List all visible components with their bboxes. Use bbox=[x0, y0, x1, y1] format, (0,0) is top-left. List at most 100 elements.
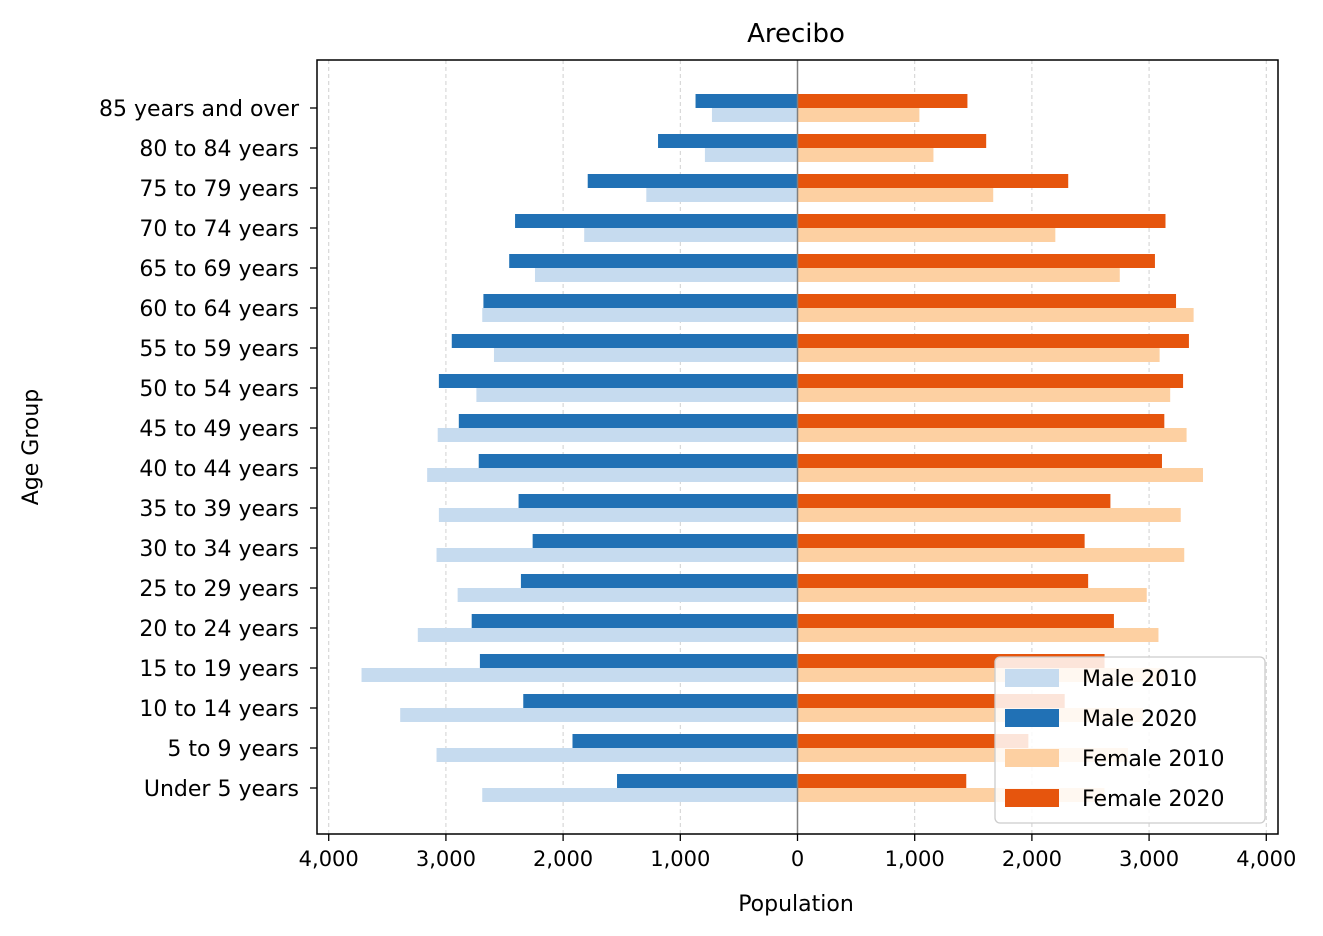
bar-male-2020 bbox=[518, 494, 798, 508]
x-tick-label: 0 bbox=[791, 847, 804, 871]
bar-female-2010 bbox=[797, 108, 920, 122]
bar-female-2010 bbox=[797, 148, 934, 162]
bar-male-2020 bbox=[587, 174, 798, 188]
bar-male-2010 bbox=[438, 508, 798, 522]
bar-male-2010 bbox=[437, 428, 798, 442]
bar-female-2020 bbox=[797, 134, 987, 148]
bar-male-2020 bbox=[438, 374, 798, 388]
bar-male-2020 bbox=[478, 454, 798, 468]
bar-male-2020 bbox=[515, 214, 798, 228]
bar-male-2020 bbox=[658, 134, 798, 148]
bar-female-2020 bbox=[797, 494, 1111, 508]
x-axis-label: Population bbox=[738, 892, 854, 917]
bar-male-2010 bbox=[584, 228, 798, 242]
bar-female-2020 bbox=[797, 534, 1085, 548]
x-tick-label: 1,000 bbox=[650, 847, 710, 871]
bar-male-2010 bbox=[436, 748, 798, 762]
bar-female-2010 bbox=[797, 188, 994, 202]
bar-male-2010 bbox=[711, 108, 798, 122]
x-axis-ticks: 4,000 3,000 2,000 1,000 0 1,000 2,000 3,000 4,00… bbox=[299, 834, 1296, 871]
bar-female-2020 bbox=[797, 254, 1155, 268]
bar-female-2020 bbox=[797, 574, 1089, 588]
bar-male-2010 bbox=[493, 348, 798, 362]
bar-male-2010 bbox=[427, 468, 798, 482]
bar-female-2010 bbox=[797, 628, 1159, 642]
bar-male-2020 bbox=[695, 94, 798, 108]
legend-swatch bbox=[1005, 789, 1059, 807]
legend-label: Female 2010 bbox=[1082, 747, 1225, 772]
x-tick-label: 1,000 bbox=[885, 847, 945, 871]
y-tick-label: 40 to 44 years bbox=[139, 457, 299, 482]
y-tick-label: 65 to 69 years bbox=[139, 257, 299, 282]
legend-swatch bbox=[1005, 749, 1059, 767]
bar-female-2020 bbox=[797, 414, 1165, 428]
bar-female-2020 bbox=[797, 94, 968, 108]
bar-female-2020 bbox=[797, 374, 1184, 388]
bar-male-2020 bbox=[458, 414, 798, 428]
legend: Male 2010 Male 2020 Female 2010 Female 2020 bbox=[994, 656, 1266, 824]
y-tick-label: 20 to 24 years bbox=[139, 617, 299, 642]
bar-male-2020 bbox=[451, 334, 798, 348]
bar-female-2020 bbox=[797, 454, 1162, 468]
y-axis-ticks: Under 5 years 5 to 9 years 10 to 14 years 1… bbox=[99, 97, 317, 802]
bar-male-2020 bbox=[471, 614, 798, 628]
bar-male-2020 bbox=[479, 654, 798, 668]
bar-male-2010 bbox=[417, 628, 798, 642]
bar-male-2020 bbox=[523, 694, 798, 708]
bar-female-2020 bbox=[797, 774, 967, 788]
bar-female-2020 bbox=[797, 214, 1166, 228]
bar-male-2010 bbox=[400, 708, 798, 722]
bar-female-2010 bbox=[797, 588, 1147, 602]
bar-female-2010 bbox=[797, 428, 1187, 442]
bar-female-2010 bbox=[797, 348, 1160, 362]
bar-female-2010 bbox=[797, 508, 1181, 522]
bar-female-2020 bbox=[797, 294, 1177, 308]
y-tick-label: 5 to 9 years bbox=[167, 737, 299, 762]
y-tick-label: 25 to 29 years bbox=[139, 577, 299, 602]
y-tick-label: 85 years and over bbox=[99, 97, 300, 122]
x-tick-label: 3,000 bbox=[1119, 847, 1179, 871]
bar-female-2020 bbox=[797, 334, 1189, 348]
y-axis-label: Age Group bbox=[19, 389, 44, 506]
bar-female-2010 bbox=[797, 388, 1171, 402]
y-tick-label: 55 to 59 years bbox=[139, 337, 299, 362]
bar-male-2020 bbox=[532, 534, 798, 548]
legend-label: Male 2020 bbox=[1082, 707, 1197, 732]
bar-female-2010 bbox=[797, 468, 1203, 482]
legend-swatch bbox=[1005, 669, 1059, 687]
x-tick-label: 2,000 bbox=[533, 847, 593, 871]
bar-female-2010 bbox=[797, 548, 1185, 562]
x-tick-label: 4,000 bbox=[299, 847, 359, 871]
bar-male-2010 bbox=[361, 668, 798, 682]
y-tick-label: Under 5 years bbox=[144, 777, 299, 802]
bar-male-2010 bbox=[704, 148, 798, 162]
bar-male-2010 bbox=[482, 788, 798, 802]
bar-male-2020 bbox=[483, 294, 798, 308]
y-tick-label: 30 to 34 years bbox=[139, 537, 299, 562]
bar-male-2010 bbox=[436, 548, 798, 562]
bar-male-2010 bbox=[482, 308, 798, 322]
y-tick-label: 50 to 54 years bbox=[139, 377, 299, 402]
bar-female-2010 bbox=[797, 228, 1056, 242]
bar-female-2010 bbox=[797, 308, 1194, 322]
y-tick-label: 80 to 84 years bbox=[139, 137, 299, 162]
bar-male-2020 bbox=[572, 734, 798, 748]
y-tick-label: 15 to 19 years bbox=[139, 657, 299, 682]
x-tick-label: 2,000 bbox=[1002, 847, 1062, 871]
x-tick-label: 3,000 bbox=[416, 847, 476, 871]
x-tick-label: 4,000 bbox=[1236, 847, 1296, 871]
bar-male-2020 bbox=[509, 254, 798, 268]
bar-male-2010 bbox=[476, 388, 798, 402]
y-tick-label: 75 to 79 years bbox=[139, 177, 299, 202]
y-tick-label: 60 to 64 years bbox=[139, 297, 299, 322]
y-tick-label: 45 to 49 years bbox=[139, 417, 299, 442]
bar-female-2010 bbox=[797, 268, 1120, 282]
legend-label: Female 2020 bbox=[1082, 787, 1225, 812]
bar-female-2020 bbox=[797, 174, 1069, 188]
y-tick-label: 35 to 39 years bbox=[139, 497, 299, 522]
y-tick-label: 70 to 74 years bbox=[139, 217, 299, 242]
bar-male-2010 bbox=[534, 268, 798, 282]
legend-swatch bbox=[1005, 709, 1059, 727]
legend-box bbox=[994, 656, 1266, 824]
